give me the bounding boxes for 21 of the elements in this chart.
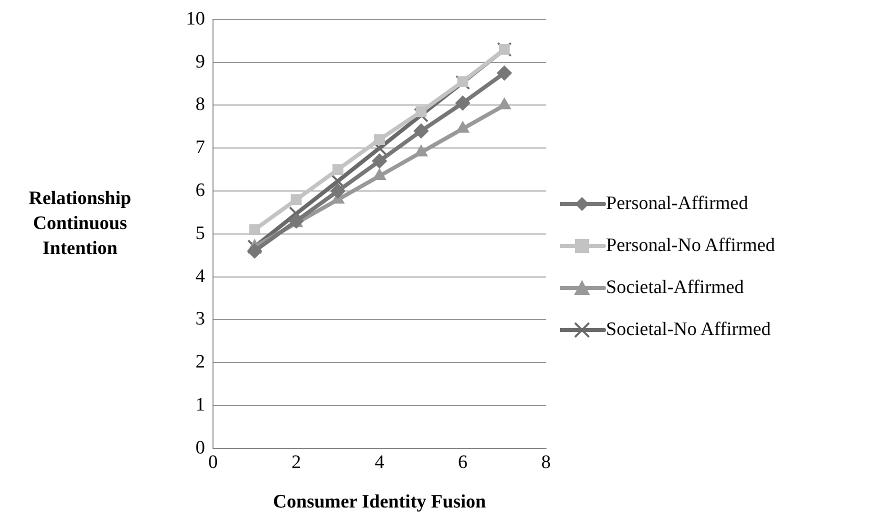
y-tick-label: 6 (196, 180, 205, 201)
legend-label: Societal-No Affirmed (606, 319, 771, 341)
y-tick-label: 2 (196, 352, 205, 373)
legend-label: Societal-Affirmed (606, 277, 744, 299)
y-tick-label: 5 (196, 222, 205, 244)
x-tick-label: 2 (292, 452, 301, 473)
x-tick-label: 6 (458, 452, 468, 473)
legend-label: Personal-Affirmed (606, 193, 748, 215)
y-tick-label: 10 (186, 8, 205, 30)
y-tick-label: 1 (196, 394, 205, 416)
x-tick-label: 8 (541, 452, 551, 473)
y-tick-label: 3 (196, 308, 205, 330)
y-axis-title: Relationship Continuous Intention (28, 187, 132, 261)
legend-label: Personal-No Affirmed (606, 235, 776, 257)
y-tick-label: 4 (196, 266, 206, 287)
x-axis-title: Consumer Identity Fusion (273, 492, 486, 513)
x-tick-label: 4 (374, 452, 385, 473)
y-tick-label: 8 (196, 94, 205, 116)
y-tick-label: 7 (196, 137, 205, 158)
y-tick-label: 9 (196, 51, 205, 72)
y-tick-label: 0 (196, 437, 205, 458)
